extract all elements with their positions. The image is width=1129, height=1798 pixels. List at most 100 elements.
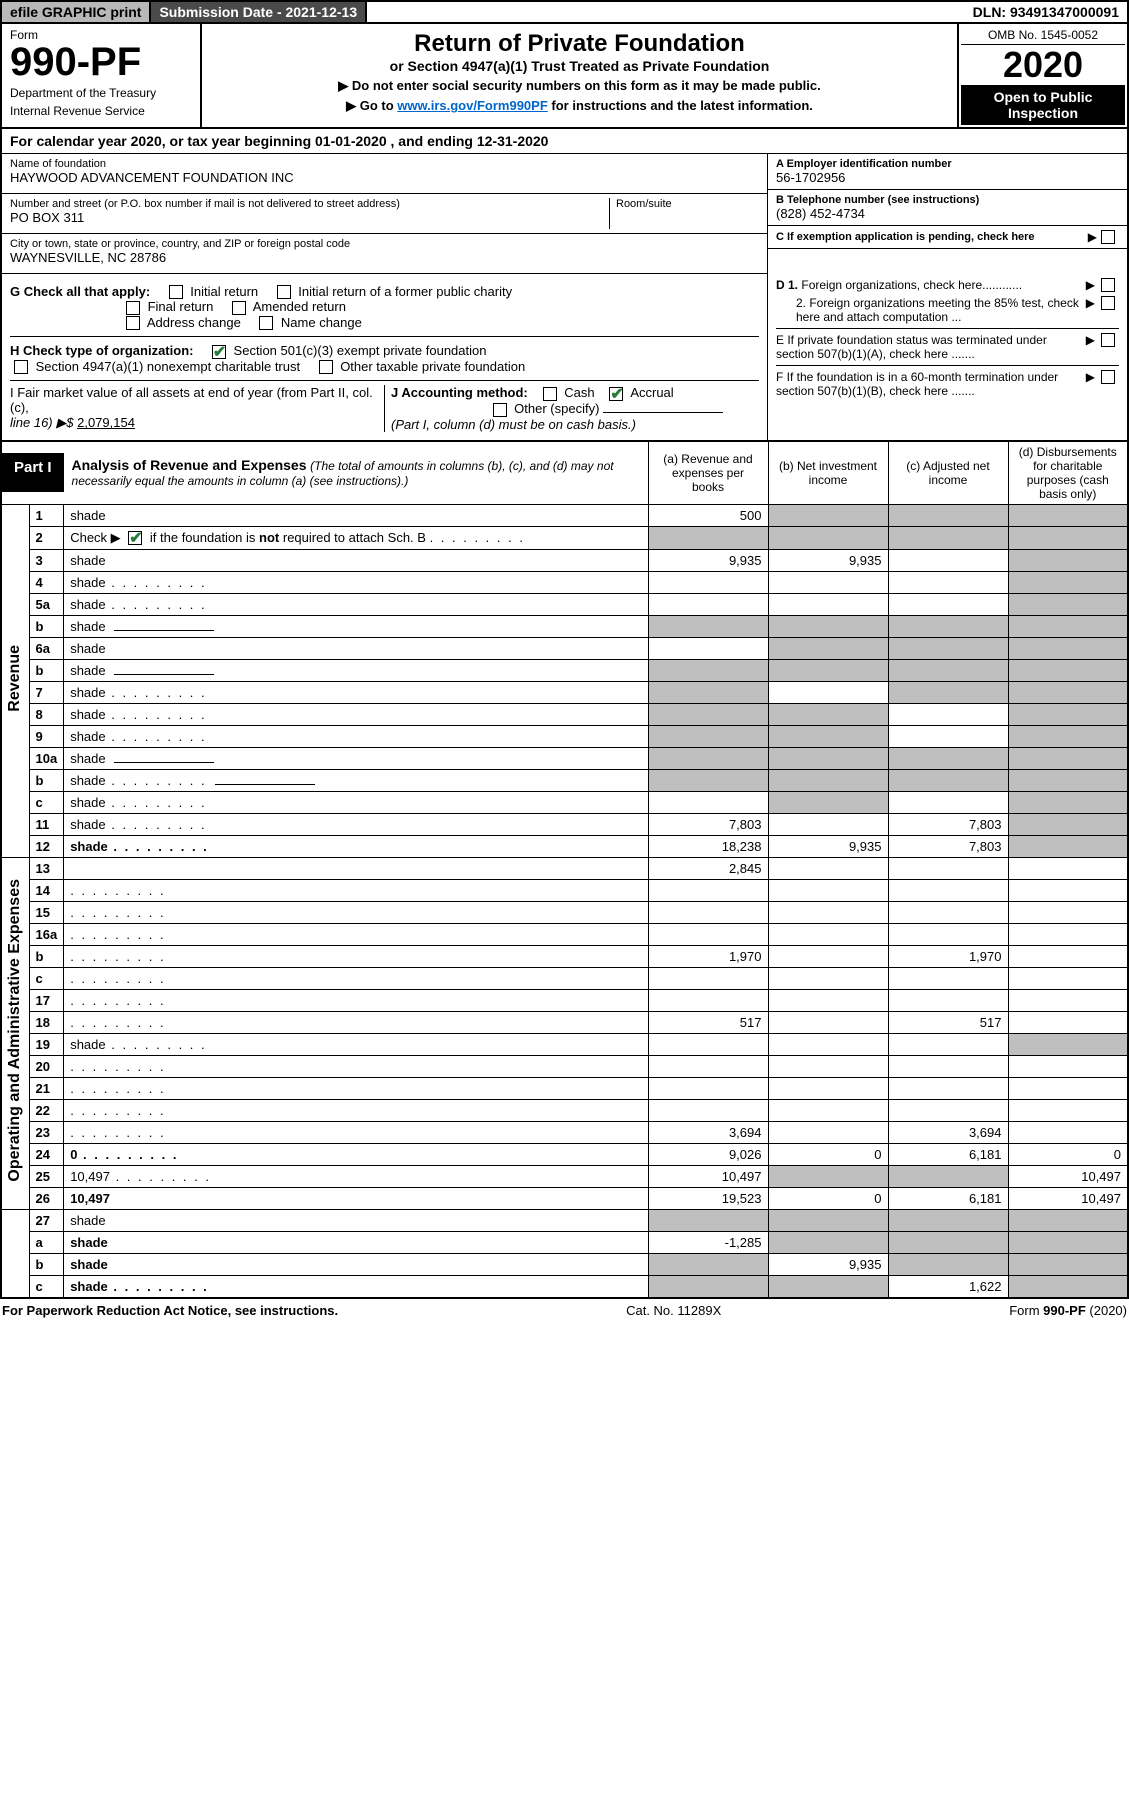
e-checkbox[interactable] bbox=[1101, 333, 1115, 347]
amount-cell bbox=[888, 879, 1008, 901]
year-block: OMB No. 1545-0052 2020 Open to Public In… bbox=[957, 24, 1127, 127]
initial-return-label: Initial return bbox=[190, 284, 258, 299]
line-description: shade bbox=[64, 549, 648, 571]
amount-cell bbox=[888, 504, 1008, 526]
line-number: 11 bbox=[29, 813, 64, 835]
h-label: H Check type of organization: bbox=[10, 343, 193, 358]
schedule-b-checkbox[interactable] bbox=[128, 531, 142, 545]
amount-cell bbox=[1008, 549, 1128, 571]
amount-cell: -1,285 bbox=[648, 1231, 768, 1253]
line-description bbox=[64, 1099, 648, 1121]
amount-cell bbox=[648, 1055, 768, 1077]
accrual-checkbox[interactable] bbox=[609, 387, 623, 401]
amount-cell bbox=[768, 1077, 888, 1099]
initial-return-checkbox[interactable] bbox=[169, 285, 183, 299]
table-row: 27shade bbox=[1, 1209, 1128, 1231]
amount-cell bbox=[1008, 791, 1128, 813]
tax-year: 2020 bbox=[961, 45, 1125, 85]
amount-cell bbox=[888, 1099, 1008, 1121]
amount-cell bbox=[768, 901, 888, 923]
efile-label[interactable]: efile GRAPHIC print bbox=[2, 2, 151, 22]
cash-checkbox[interactable] bbox=[543, 387, 557, 401]
fair-market-value: 2,079,154 bbox=[77, 415, 135, 430]
amount-cell: 3,694 bbox=[888, 1121, 1008, 1143]
amount-cell bbox=[888, 791, 1008, 813]
form-subtitle: or Section 4947(a)(1) Trust Treated as P… bbox=[208, 58, 951, 74]
table-row: 4shade bbox=[1, 571, 1128, 593]
table-row: 16a bbox=[1, 923, 1128, 945]
other-method-checkbox[interactable] bbox=[493, 403, 507, 417]
amount-cell bbox=[768, 813, 888, 835]
e-row: E If private foundation status was termi… bbox=[776, 328, 1119, 361]
amount-cell bbox=[768, 989, 888, 1011]
i-label: I Fair market value of all assets at end… bbox=[10, 385, 373, 415]
table-row: c bbox=[1, 967, 1128, 989]
line-number: 26 bbox=[29, 1187, 64, 1209]
table-row: 5ashade bbox=[1, 593, 1128, 615]
amended-return-label: Amended return bbox=[253, 299, 346, 314]
d2-row: 2. Foreign organizations meeting the 85%… bbox=[776, 296, 1119, 324]
amount-cell bbox=[768, 769, 888, 791]
telephone-value: (828) 452-4734 bbox=[776, 206, 1119, 221]
inline-entry-line[interactable] bbox=[215, 784, 315, 785]
amount-cell bbox=[1008, 681, 1128, 703]
table-row: 8shade bbox=[1, 703, 1128, 725]
amount-cell bbox=[888, 615, 1008, 637]
ein-label: A Employer identification number bbox=[776, 158, 1119, 170]
line-number: 10a bbox=[29, 747, 64, 769]
table-row: 7shade bbox=[1, 681, 1128, 703]
telephone-row: B Telephone number (see instructions) (8… bbox=[768, 190, 1127, 226]
line-number: 22 bbox=[29, 1099, 64, 1121]
amount-cell bbox=[768, 681, 888, 703]
amount-cell bbox=[648, 1099, 768, 1121]
line-description: shade bbox=[64, 769, 648, 791]
s501-checkbox[interactable] bbox=[212, 345, 226, 359]
other-taxable-checkbox[interactable] bbox=[319, 360, 333, 374]
amount-cell bbox=[888, 703, 1008, 725]
h-row: H Check type of organization: Section 50… bbox=[10, 337, 759, 381]
form990pf-link[interactable]: www.irs.gov/Form990PF bbox=[397, 98, 548, 113]
summary-section-spacer bbox=[1, 1209, 29, 1298]
other-specify-line[interactable] bbox=[603, 412, 723, 413]
d2-checkbox[interactable] bbox=[1101, 296, 1115, 310]
amount-cell bbox=[768, 593, 888, 615]
exemption-checkbox[interactable] bbox=[1101, 230, 1115, 244]
s4947-checkbox[interactable] bbox=[14, 360, 28, 374]
name-change-checkbox[interactable] bbox=[259, 316, 273, 330]
initial-former-checkbox[interactable] bbox=[277, 285, 291, 299]
table-row: 2510,49710,49710,497 bbox=[1, 1165, 1128, 1187]
ein-row: A Employer identification number 56-1702… bbox=[768, 154, 1127, 190]
line-description: 10,497 bbox=[64, 1187, 648, 1209]
amount-cell bbox=[648, 637, 768, 659]
table-row: 9shade bbox=[1, 725, 1128, 747]
amended-return-checkbox[interactable] bbox=[232, 301, 246, 315]
j-label: J Accounting method: bbox=[391, 385, 528, 400]
line-description: shade bbox=[64, 1231, 648, 1253]
arrow-icon: ▶ bbox=[1086, 296, 1095, 310]
table-row: 11shade7,8037,803 bbox=[1, 813, 1128, 835]
j-block: J Accounting method: Cash Accrual Other … bbox=[385, 385, 759, 431]
amount-cell: 9,026 bbox=[648, 1143, 768, 1165]
line-description: shade bbox=[64, 659, 648, 681]
table-row: bshade bbox=[1, 615, 1128, 637]
f-checkbox[interactable] bbox=[1101, 370, 1115, 384]
amount-cell: 517 bbox=[888, 1011, 1008, 1033]
address-change-checkbox[interactable] bbox=[126, 316, 140, 330]
g-row: G Check all that apply: Initial return I… bbox=[10, 278, 759, 338]
j-note: (Part I, column (d) must be on cash basi… bbox=[391, 417, 636, 432]
inline-entry-line[interactable] bbox=[114, 762, 214, 763]
inline-entry-line[interactable] bbox=[114, 674, 214, 675]
form-title-block: Return of Private Foundation or Section … bbox=[202, 24, 957, 127]
final-return-checkbox[interactable] bbox=[126, 301, 140, 315]
inline-entry-line[interactable] bbox=[114, 630, 214, 631]
arrow-icon: ▶ bbox=[1088, 230, 1097, 244]
d1-checkbox[interactable] bbox=[1101, 278, 1115, 292]
address-label: Number and street (or P.O. box number if… bbox=[10, 198, 609, 210]
line-description: shade bbox=[64, 725, 648, 747]
amount-cell bbox=[888, 923, 1008, 945]
dln-label: DLN: 93491347000091 bbox=[965, 2, 1127, 22]
amount-cell bbox=[768, 725, 888, 747]
amount-cell bbox=[1008, 769, 1128, 791]
table-row: bshade bbox=[1, 769, 1128, 791]
line-description: shade bbox=[64, 1275, 648, 1298]
